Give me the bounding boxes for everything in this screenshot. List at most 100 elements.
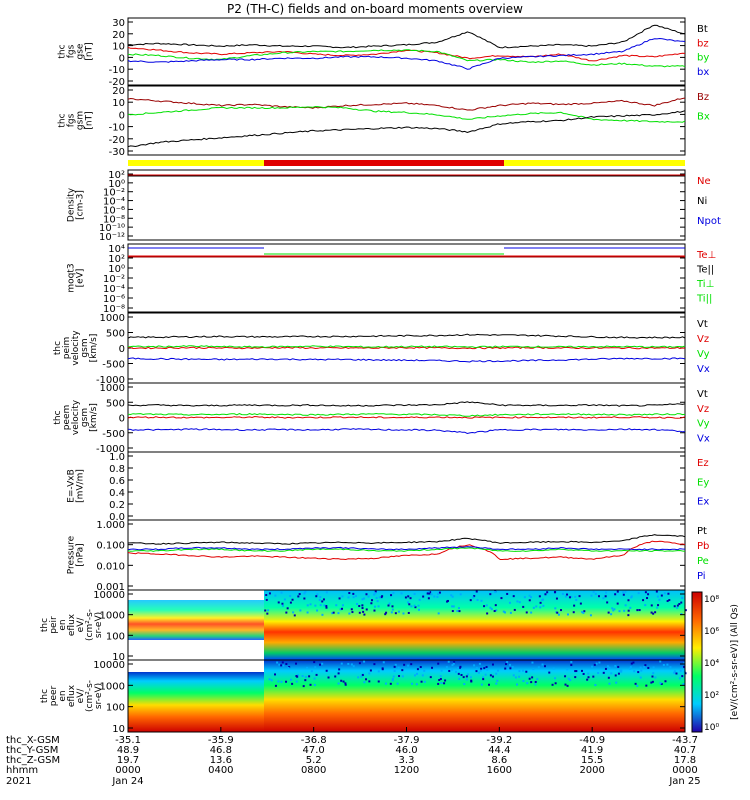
y-tick-label: 10⁻⁴ — [103, 284, 125, 295]
y-axis-label: fgs — [67, 44, 77, 58]
y-axis-label: sr-eV) — [94, 612, 104, 638]
y-tick-label: 1000 — [100, 383, 125, 394]
y-axis-label: velocity — [71, 399, 81, 435]
y-tick-label: 10⁻⁶ — [103, 205, 125, 216]
spectrogram-speck — [378, 596, 381, 599]
x-tick-label: 0400 — [208, 765, 233, 776]
region-bar-yellow — [504, 160, 685, 166]
spectrogram-speck — [682, 683, 685, 686]
spectrogram-speck — [489, 674, 492, 677]
spectrogram-speck — [509, 663, 512, 666]
y-tick-label: 10⁻⁴ — [103, 197, 125, 208]
spectrogram-speck — [318, 663, 321, 666]
panel-peim-velocity: 1000 500 0 -500 -1000 thc peim velocity gsm [km/s… — [53, 312, 710, 386]
x-tick-label: 13.6 — [210, 755, 232, 766]
legend-vt: Vt — [697, 389, 708, 400]
spectrogram-speck — [289, 601, 292, 604]
spectrogram-speck — [504, 611, 507, 614]
spectrogram-speck — [544, 593, 547, 596]
panel-efield: 1.00.80.60.40.20.0 E=-VxB [mV/m] Ez Ey Ex — [67, 451, 709, 523]
x-tick-label: -37.9 — [394, 735, 420, 746]
spectrogram-speck — [639, 666, 642, 669]
spectrogram-speck — [509, 611, 512, 614]
spectrogram-speck — [528, 677, 531, 680]
spectrogram-speck — [451, 605, 454, 608]
spectrogram-speck — [640, 669, 643, 672]
spectrogram-speck — [325, 606, 328, 609]
spectrogram-speck — [608, 682, 611, 685]
spectrogram-speck — [338, 597, 341, 600]
spectrogram-speck — [340, 679, 343, 682]
spectrogram-speck — [616, 590, 619, 593]
spectrogram-speck — [453, 661, 456, 664]
spectrogram-speck — [365, 593, 368, 596]
spectrogram-speck — [546, 591, 549, 594]
x-tick-label: -35.1 — [115, 735, 141, 746]
spectrogram-speck — [321, 613, 324, 616]
trace-by — [127, 49, 686, 68]
spectrogram-speck — [337, 612, 340, 615]
y-tick-label: 500 — [106, 398, 125, 409]
x-row-label: thc_Y-GSM — [6, 745, 58, 756]
spectrogram-speck — [280, 591, 283, 594]
spectrogram-speck — [555, 597, 558, 600]
spectrogram-speck — [525, 611, 528, 614]
spectrogram-speck — [438, 679, 441, 682]
legend-vx: Vx — [697, 364, 710, 375]
spectrogram-speck — [390, 594, 393, 597]
spectrogram-speck — [451, 664, 454, 667]
spectrogram-speck — [277, 680, 280, 683]
y-tick-label: 0.8 — [109, 464, 125, 475]
spectrogram-speck — [408, 603, 411, 606]
spectrogram-speck — [286, 607, 289, 610]
spectrogram-speck — [362, 610, 365, 613]
spectrogram-speck — [397, 666, 400, 669]
panel-frame — [127, 85, 686, 156]
spectrogram-speck — [409, 597, 412, 600]
spectrogram-speck — [637, 592, 640, 595]
spectrogram-speck — [542, 604, 545, 607]
trace-vy — [127, 345, 686, 349]
spectrogram-speck — [657, 604, 660, 607]
y-tick-label: -20 — [109, 135, 125, 146]
spectrogram-speck — [394, 663, 397, 666]
region-bar-red — [264, 160, 504, 166]
trace-pb — [127, 540, 686, 561]
spectrogram-speck — [313, 677, 316, 680]
legend-bz: bz — [697, 38, 709, 49]
x-tick-label: 17.8 — [674, 755, 696, 766]
region-bar-yellow — [128, 160, 264, 166]
spectrogram-speck — [282, 664, 285, 667]
spectrogram-speck — [667, 592, 670, 595]
spectrogram-speck — [496, 669, 499, 672]
x-tick-label: 19.7 — [117, 755, 139, 766]
spectrogram-speck — [316, 609, 319, 612]
spectrogram-speck — [627, 599, 630, 602]
spectrogram-speck — [290, 678, 293, 681]
colorbar-tick-label: 10⁰ — [704, 723, 719, 733]
x-tick-label: -40.9 — [579, 735, 605, 746]
spectrogram-speck — [397, 610, 400, 613]
spectrogram-speck — [354, 595, 357, 598]
spectrogram-speck — [477, 671, 480, 674]
spectrogram-speck — [465, 675, 468, 678]
spectrogram-speck — [285, 663, 288, 666]
spectrogram-speck — [462, 676, 465, 679]
spectrogram-speck — [480, 667, 483, 670]
spectrogram-speck — [591, 665, 594, 668]
spectrogram-speck — [532, 606, 535, 609]
spectrogram-speck — [298, 593, 301, 596]
spectrogram-speck — [528, 594, 531, 597]
y-axis-label: eV/ — [76, 617, 86, 633]
spectrogram-speck — [270, 679, 273, 682]
spectrogram-speck — [384, 613, 387, 616]
y-tick-label: 10000 — [93, 660, 125, 671]
spectrogram-speck — [673, 671, 676, 674]
spectrogram-speck — [363, 681, 366, 684]
y-axis-label: [mV/m] — [76, 469, 86, 503]
spectrogram-speck — [446, 599, 449, 602]
x-date-end: Jan 25 — [668, 776, 700, 787]
y-tick-label: 0 — [119, 414, 125, 425]
spectrogram-speck — [602, 597, 605, 600]
